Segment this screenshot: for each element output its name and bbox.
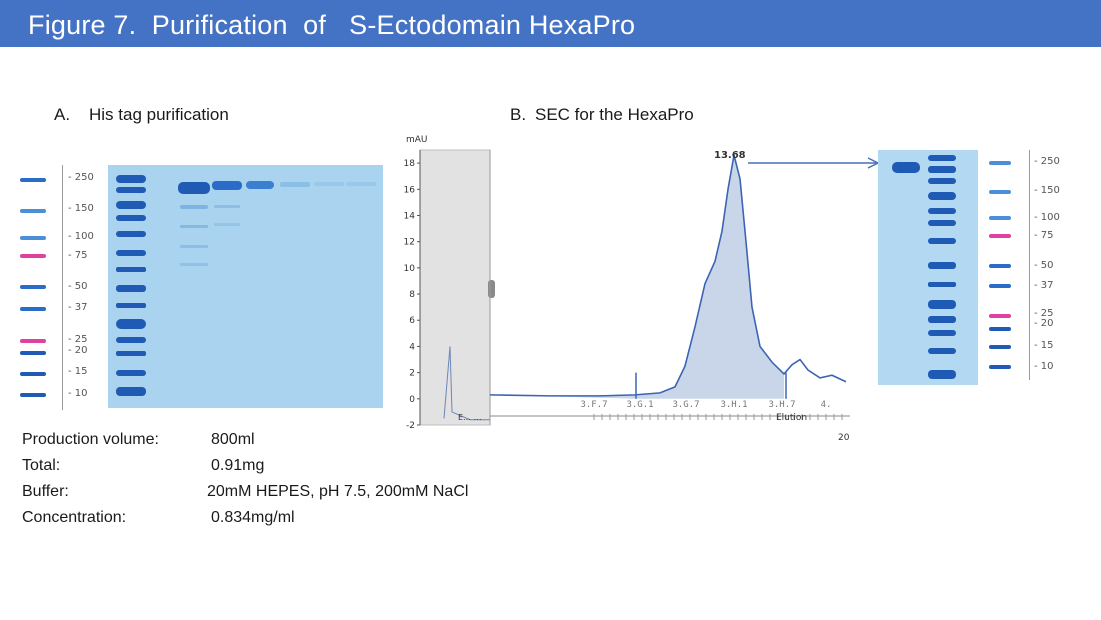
mw-label: - 10 <box>68 388 88 399</box>
ref-band-15 <box>20 372 46 376</box>
mw-label: - 25 <box>1034 308 1054 319</box>
left-panel-text: E… … <box>458 413 482 422</box>
y-tick-label: 6 <box>409 316 415 326</box>
ref-band-250 <box>989 161 1011 165</box>
detail-value: 0.834mg/ml <box>211 509 295 526</box>
panel-a-heading: His tag purification <box>89 105 229 124</box>
detail-label: Concentration: <box>22 509 127 526</box>
y-tick-label: 12 <box>404 238 415 248</box>
detail-label: Total: <box>22 457 61 474</box>
title-banner: Figure 7. Purification of S-Ectodomain H… <box>0 0 1101 47</box>
x-fraction-label: 3.F.7 <box>580 400 607 410</box>
mw-label: - 100 <box>68 231 94 242</box>
y-tick-label: 8 <box>409 290 415 300</box>
ref-band-10 <box>989 365 1011 369</box>
chart-left-panel <box>419 149 491 426</box>
x-fraction-label: 3.G.1 <box>626 400 653 410</box>
ref-band-100 <box>989 216 1011 220</box>
ref-band-75 <box>989 234 1011 238</box>
mw-label: - 50 <box>68 281 88 292</box>
mw-label: - 20 <box>68 345 88 356</box>
detail-value: 800ml <box>211 431 255 448</box>
sec-chromatogram: mAU 18 16 14 12 10 8 6 4 2 0 -2 3.F.7 3.G.1 3.G.7 3.H… <box>400 128 855 453</box>
marker-divider-line <box>1029 150 1030 380</box>
detail-label: Buffer: <box>22 483 69 500</box>
mw-label: - 75 <box>68 250 88 261</box>
mw-label: - 15 <box>68 366 88 377</box>
y-tick-label: 18 <box>404 159 416 169</box>
mw-label: - 100 <box>1034 212 1060 223</box>
ref-band-250 <box>20 178 46 182</box>
marker-divider-line <box>62 165 63 410</box>
ref-band-75 <box>20 254 46 258</box>
ref-band-37 <box>20 307 46 311</box>
mw-label: - 250 <box>68 172 94 183</box>
y-tick-label: 10 <box>404 264 416 274</box>
x-axis-number: 20 <box>838 433 850 443</box>
ref-band-20 <box>20 351 46 355</box>
ref-band-25 <box>989 314 1011 318</box>
ref-band-50 <box>20 285 46 289</box>
mw-label: - 37 <box>68 302 88 313</box>
y-tick-label: 16 <box>404 185 416 195</box>
y-tick-label: 0 <box>409 395 415 405</box>
ref-band-15 <box>989 345 1011 349</box>
ref-band-37 <box>989 284 1011 288</box>
y-axis-label: mAU <box>406 135 428 145</box>
ref-band-150 <box>20 209 46 213</box>
figure-title: Figure 7. Purification of S-Ectodomain H… <box>28 10 636 40</box>
absorbance-curve <box>489 155 847 397</box>
panel-splitter-handle <box>488 280 495 298</box>
x-fraction-label: 3.G.7 <box>672 400 699 410</box>
sec-gel-image <box>878 150 978 385</box>
peak-fill-area <box>490 155 784 399</box>
x-fraction-label: 3.H.7 <box>768 400 795 410</box>
y-tick-label: 4 <box>409 342 415 352</box>
mw-label: - 75 <box>1034 230 1054 241</box>
y-tick-label: 2 <box>409 369 415 379</box>
detail-label: Production volume: <box>22 431 159 448</box>
marker-reference-strip <box>14 165 64 410</box>
panel-b-heading: SEC for the HexaPro <box>535 105 694 124</box>
mw-label: - 20 <box>1034 318 1054 329</box>
ref-band-150 <box>989 190 1011 194</box>
x-axis-footer: Elution <box>776 413 807 423</box>
mw-label: - 150 <box>1034 185 1060 196</box>
x-fraction-label: 3.H.1 <box>720 400 747 410</box>
ref-band-10 <box>20 393 46 397</box>
ref-band-50 <box>989 264 1011 268</box>
detail-value: 0.91mg <box>211 457 265 474</box>
detail-value: 20mM HEPES, pH 7.5, 200mM NaCl <box>207 483 469 500</box>
mw-label: - 15 <box>1034 340 1054 351</box>
ref-band-100 <box>20 236 46 240</box>
his-tag-gel-image <box>108 165 383 408</box>
mw-label: - 25 <box>68 334 88 345</box>
ref-band-20 <box>989 327 1011 331</box>
panel-a-label: A. <box>54 105 71 124</box>
x-fraction-label: 4. <box>821 400 832 410</box>
mw-label: - 150 <box>68 203 94 214</box>
sec-marker-strip <box>985 150 1035 385</box>
ref-band-25 <box>20 339 46 343</box>
panel-b-label: B. <box>510 105 527 124</box>
mw-label: - 250 <box>1034 156 1060 167</box>
mw-label: - 10 <box>1034 361 1054 372</box>
peak-to-gel-arrow <box>748 157 880 169</box>
left-panel-trace <box>443 346 490 421</box>
y-tick-label: 14 <box>404 211 416 221</box>
mw-label: - 50 <box>1034 260 1054 271</box>
peak-label: 13.68 <box>714 150 746 161</box>
mw-label: - 37 <box>1034 280 1054 291</box>
y-tick-label: -2 <box>406 421 415 431</box>
